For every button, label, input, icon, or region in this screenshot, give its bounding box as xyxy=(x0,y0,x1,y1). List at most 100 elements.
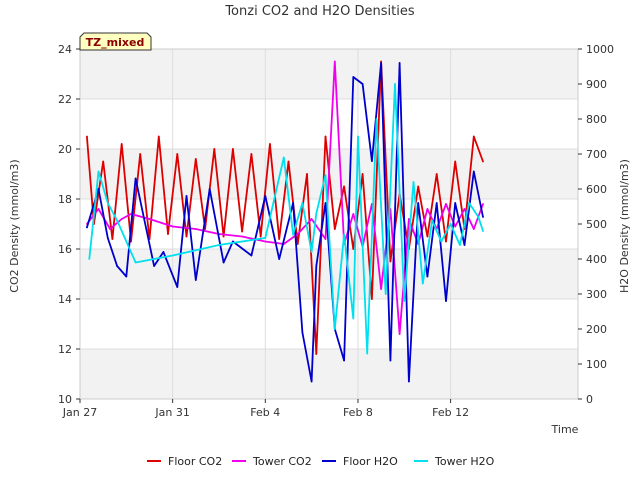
data-point-floor-co2 xyxy=(380,60,383,63)
data-point-floor-h2o xyxy=(194,279,197,281)
data-point-floor-co2 xyxy=(287,160,290,163)
data-point-floor-h2o xyxy=(315,265,318,267)
data-point-floor-co2 xyxy=(102,160,105,163)
data-point-tower-h2o xyxy=(88,258,91,260)
right-tick-label: 300 xyxy=(586,288,607,301)
data-point-tower-h2o xyxy=(440,240,443,243)
data-point-tower-h2o xyxy=(116,219,118,222)
data-point-tower-co2 xyxy=(463,208,466,210)
data-point-floor-h2o xyxy=(408,380,410,383)
data-point-floor-h2o xyxy=(310,380,313,383)
data-point-floor-h2o xyxy=(324,202,327,204)
right-axis-ticks: 0 100 200 300 400 500 600 700 800 900 1000 xyxy=(578,43,614,406)
data-point-floor-co2 xyxy=(454,160,457,163)
data-point-tower-h2o xyxy=(482,230,484,232)
left-axis-label: CO2 Density (mmol/m3) xyxy=(8,159,21,292)
data-point-floor-h2o xyxy=(472,170,475,173)
data-point-tower-h2o xyxy=(343,233,345,236)
data-point-floor-co2 xyxy=(343,185,345,188)
data-point-tower-h2o xyxy=(366,352,369,355)
data-point-floor-co2 xyxy=(472,135,475,138)
data-point-floor-h2o xyxy=(389,359,392,362)
x-axis-ticks: Jan 27 Jan 31 Feb 4 Feb 8 Feb 12 xyxy=(62,399,469,419)
data-point-tower-co2 xyxy=(120,218,123,220)
data-point-floor-co2 xyxy=(204,228,206,230)
data-point-floor-h2o xyxy=(380,62,383,64)
data-point-floor-co2 xyxy=(120,143,123,145)
data-point-tower-h2o xyxy=(357,135,359,138)
data-point-tower-co2 xyxy=(148,218,151,220)
right-tick-label: 800 xyxy=(586,113,607,126)
data-point-floor-h2o xyxy=(361,83,364,85)
site-badge: TZ_mixed xyxy=(79,32,152,51)
data-point-tower-h2o xyxy=(477,216,480,218)
data-point-floor-co2 xyxy=(250,153,253,155)
data-point-tower-h2o xyxy=(97,170,100,173)
legend-label: Floor CO2 xyxy=(168,455,222,468)
data-point-tower-co2 xyxy=(426,208,429,210)
data-point-floor-co2 xyxy=(315,353,318,355)
x-axis-label: Time xyxy=(551,423,579,436)
data-point-tower-h2o xyxy=(264,237,267,239)
legend: Floor CO2 Tower CO2 Floor H2O Tower H2O xyxy=(147,455,495,468)
right-tick-label: 0 xyxy=(586,393,593,406)
right-tick-label: 400 xyxy=(586,253,607,266)
left-tick-label: 12 xyxy=(58,343,72,356)
data-point-floor-co2 xyxy=(241,230,244,233)
data-point-tower-h2o xyxy=(315,212,318,215)
data-point-floor-co2 xyxy=(352,248,355,250)
data-point-tower-h2o xyxy=(352,317,355,320)
x-tick-label: Feb 8 xyxy=(343,406,373,419)
data-point-floor-co2 xyxy=(278,238,281,240)
data-point-tower-h2o xyxy=(171,254,174,257)
data-point-tower-h2o xyxy=(431,219,433,222)
right-tick-label: 1000 xyxy=(586,43,614,56)
data-point-floor-h2o xyxy=(343,359,345,362)
legend-label: Floor H2O xyxy=(343,455,398,468)
left-tick-label: 10 xyxy=(58,393,72,406)
band xyxy=(80,49,578,99)
data-point-floor-h2o xyxy=(445,300,447,302)
data-point-tower-h2o xyxy=(106,202,109,204)
left-axis-ticks: 10 12 14 16 18 20 22 24 xyxy=(58,43,80,406)
data-point-floor-h2o xyxy=(278,258,281,260)
data-point-tower-h2o xyxy=(449,223,452,225)
data-point-floor-co2 xyxy=(306,173,308,175)
data-point-floor-co2 xyxy=(111,238,114,240)
data-point-tower-h2o xyxy=(324,174,327,176)
site-badge-box xyxy=(79,32,152,51)
data-point-floor-co2 xyxy=(324,135,327,138)
data-point-floor-h2o xyxy=(463,244,466,246)
data-point-floor-co2 xyxy=(435,173,438,175)
x-tick-label: Jan 31 xyxy=(154,406,189,419)
data-point-floor-h2o xyxy=(222,261,225,264)
left-tick-label: 16 xyxy=(58,243,72,256)
data-point-tower-h2o xyxy=(301,202,304,204)
data-point-tower-co2 xyxy=(445,203,447,205)
data-point-tower-h2o xyxy=(292,233,294,236)
data-point-floor-h2o xyxy=(426,275,429,278)
data-point-tower-h2o xyxy=(412,181,415,183)
data-point-floor-co2 xyxy=(361,173,364,175)
x-tick-label: Feb 4 xyxy=(250,406,280,419)
left-tick-label: 24 xyxy=(58,43,72,56)
data-point-tower-h2o xyxy=(394,83,396,85)
data-point-floor-h2o xyxy=(398,62,401,64)
data-point-tower-co2 xyxy=(296,233,299,235)
data-point-floor-h2o xyxy=(97,188,100,190)
data-point-floor-co2 xyxy=(185,235,188,238)
data-point-floor-co2 xyxy=(222,235,225,238)
band xyxy=(80,349,578,399)
x-tick-label: Feb 12 xyxy=(432,406,469,419)
right-tick-label: 100 xyxy=(586,358,607,371)
data-point-floor-co2 xyxy=(259,235,262,238)
data-point-floor-h2o xyxy=(301,331,304,334)
right-tick-label: 200 xyxy=(586,323,607,336)
data-point-floor-h2o xyxy=(125,275,128,278)
data-point-floor-h2o xyxy=(250,254,253,257)
data-point-tower-h2o xyxy=(403,300,406,302)
data-point-floor-h2o xyxy=(352,76,355,78)
data-point-floor-co2 xyxy=(445,240,447,243)
left-tick-label: 22 xyxy=(58,93,72,106)
left-tick-label: 14 xyxy=(58,293,72,306)
